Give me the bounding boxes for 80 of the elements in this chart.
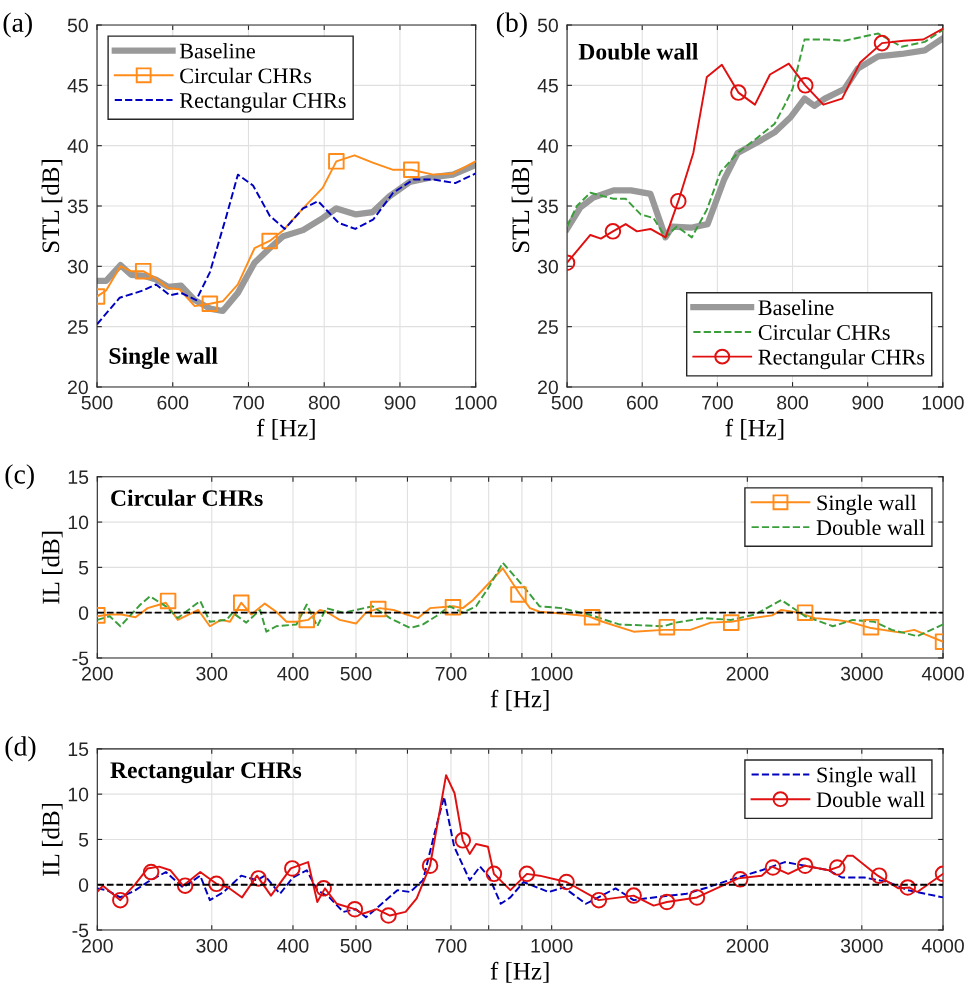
chart-title: (d) xyxy=(5,736,36,762)
x-tick-label: 4000 xyxy=(921,938,964,953)
x-tick-label: 900 xyxy=(852,395,884,410)
y-tick-label: 10 xyxy=(68,515,89,530)
x-tick-label: 700 xyxy=(233,395,264,410)
x-tick-label: 3000 xyxy=(840,938,883,953)
y-axis-title: IL [dB] xyxy=(41,531,63,604)
x-tick-label: 700 xyxy=(702,395,733,410)
x-tick-label: 800 xyxy=(308,395,340,410)
legend-label: Single wall xyxy=(817,494,917,515)
x-tick-label: 600 xyxy=(157,395,189,410)
legend-label: Rectangular CHRs xyxy=(758,348,925,370)
x-axis-title: f [Hz] xyxy=(725,418,784,440)
x-tick-label: 4000 xyxy=(921,666,964,681)
y-tick-label: 35 xyxy=(67,199,88,214)
y-tick-label: 50 xyxy=(67,18,88,33)
legend-label: Circular CHRs xyxy=(180,67,312,84)
x-tick-label: 700 xyxy=(435,666,467,681)
legend-label: Baseline xyxy=(758,299,834,316)
y-tick-label: 0 xyxy=(78,606,89,620)
y-axis-title: STL [dB] xyxy=(511,160,533,253)
x-axis-title: f [Hz] xyxy=(490,961,549,983)
y-tick-label: 20 xyxy=(538,380,558,395)
annotation: Circular CHRs xyxy=(111,489,263,507)
y-tick-label: 5 xyxy=(78,561,89,575)
x-tick-label: 600 xyxy=(626,395,658,410)
legend-label: Double wall xyxy=(816,791,925,808)
y-tick-label: -5 xyxy=(72,923,89,938)
y-tick-label: 30 xyxy=(537,259,558,274)
y-tick-label: 40 xyxy=(67,139,88,153)
x-tick-label: 1000 xyxy=(455,395,497,410)
y-axis-title: STL [dB] xyxy=(41,160,63,253)
x-tick-label: 500 xyxy=(340,666,372,681)
y-tick-label: 15 xyxy=(68,742,89,757)
y-tick-label: 5 xyxy=(78,833,89,847)
annotation: Double wall xyxy=(578,43,698,60)
x-tick-label: 900 xyxy=(384,395,416,410)
x-tick-label: 300 xyxy=(196,666,228,681)
y-tick-label: -5 xyxy=(72,651,89,666)
x-tick-label: 500 xyxy=(81,395,113,410)
chart-title: (c) xyxy=(5,464,34,490)
y-tick-label: 50 xyxy=(537,18,558,33)
x-tick-label: 1000 xyxy=(531,938,573,953)
x-tick-label: 200 xyxy=(82,666,113,681)
y-tick-label: 0 xyxy=(78,878,89,892)
x-tick-label: 200 xyxy=(82,938,113,953)
x-tick-label: 1000 xyxy=(531,666,573,681)
legend-label: Circular CHRs xyxy=(758,324,890,340)
x-tick-label: 2000 xyxy=(726,666,769,681)
y-tick-label: 45 xyxy=(537,79,558,93)
chart-title: (a) xyxy=(3,12,32,38)
annotation: Rectangular CHRs xyxy=(110,761,302,784)
legend-label: Rectangular CHRs xyxy=(179,92,346,113)
x-tick-label: 2000 xyxy=(726,938,769,953)
y-tick-label: 40 xyxy=(537,139,558,153)
x-tick-label: 800 xyxy=(777,395,808,410)
x-tick-label: 400 xyxy=(277,938,309,953)
y-tick-label: 20 xyxy=(68,380,88,395)
annotation: Single wall xyxy=(109,347,218,369)
x-tick-label: 400 xyxy=(277,666,309,681)
x-tick-label: 3000 xyxy=(840,666,883,681)
x-axis-title: f [Hz] xyxy=(490,689,549,711)
y-tick-label: 10 xyxy=(68,787,89,802)
y-tick-label: 45 xyxy=(67,79,88,93)
legend-label: Single wall xyxy=(817,766,917,787)
legend-label: Baseline xyxy=(179,42,255,59)
x-tick-label: 300 xyxy=(196,938,228,953)
x-tick-label: 500 xyxy=(551,395,583,410)
y-axis-title: IL [dB] xyxy=(41,803,63,876)
y-tick-label: 35 xyxy=(537,199,558,214)
x-tick-label: 1000 xyxy=(922,395,964,410)
y-tick-label: 15 xyxy=(68,470,89,485)
y-tick-label: 25 xyxy=(68,320,88,334)
chart-title: (b) xyxy=(496,12,527,38)
x-axis-title: f [Hz] xyxy=(256,418,315,440)
y-tick-label: 30 xyxy=(67,259,88,274)
x-tick-label: 500 xyxy=(340,938,372,953)
legend-label: Double wall xyxy=(816,519,925,536)
y-tick-label: 25 xyxy=(538,320,558,334)
x-tick-label: 700 xyxy=(435,938,467,953)
